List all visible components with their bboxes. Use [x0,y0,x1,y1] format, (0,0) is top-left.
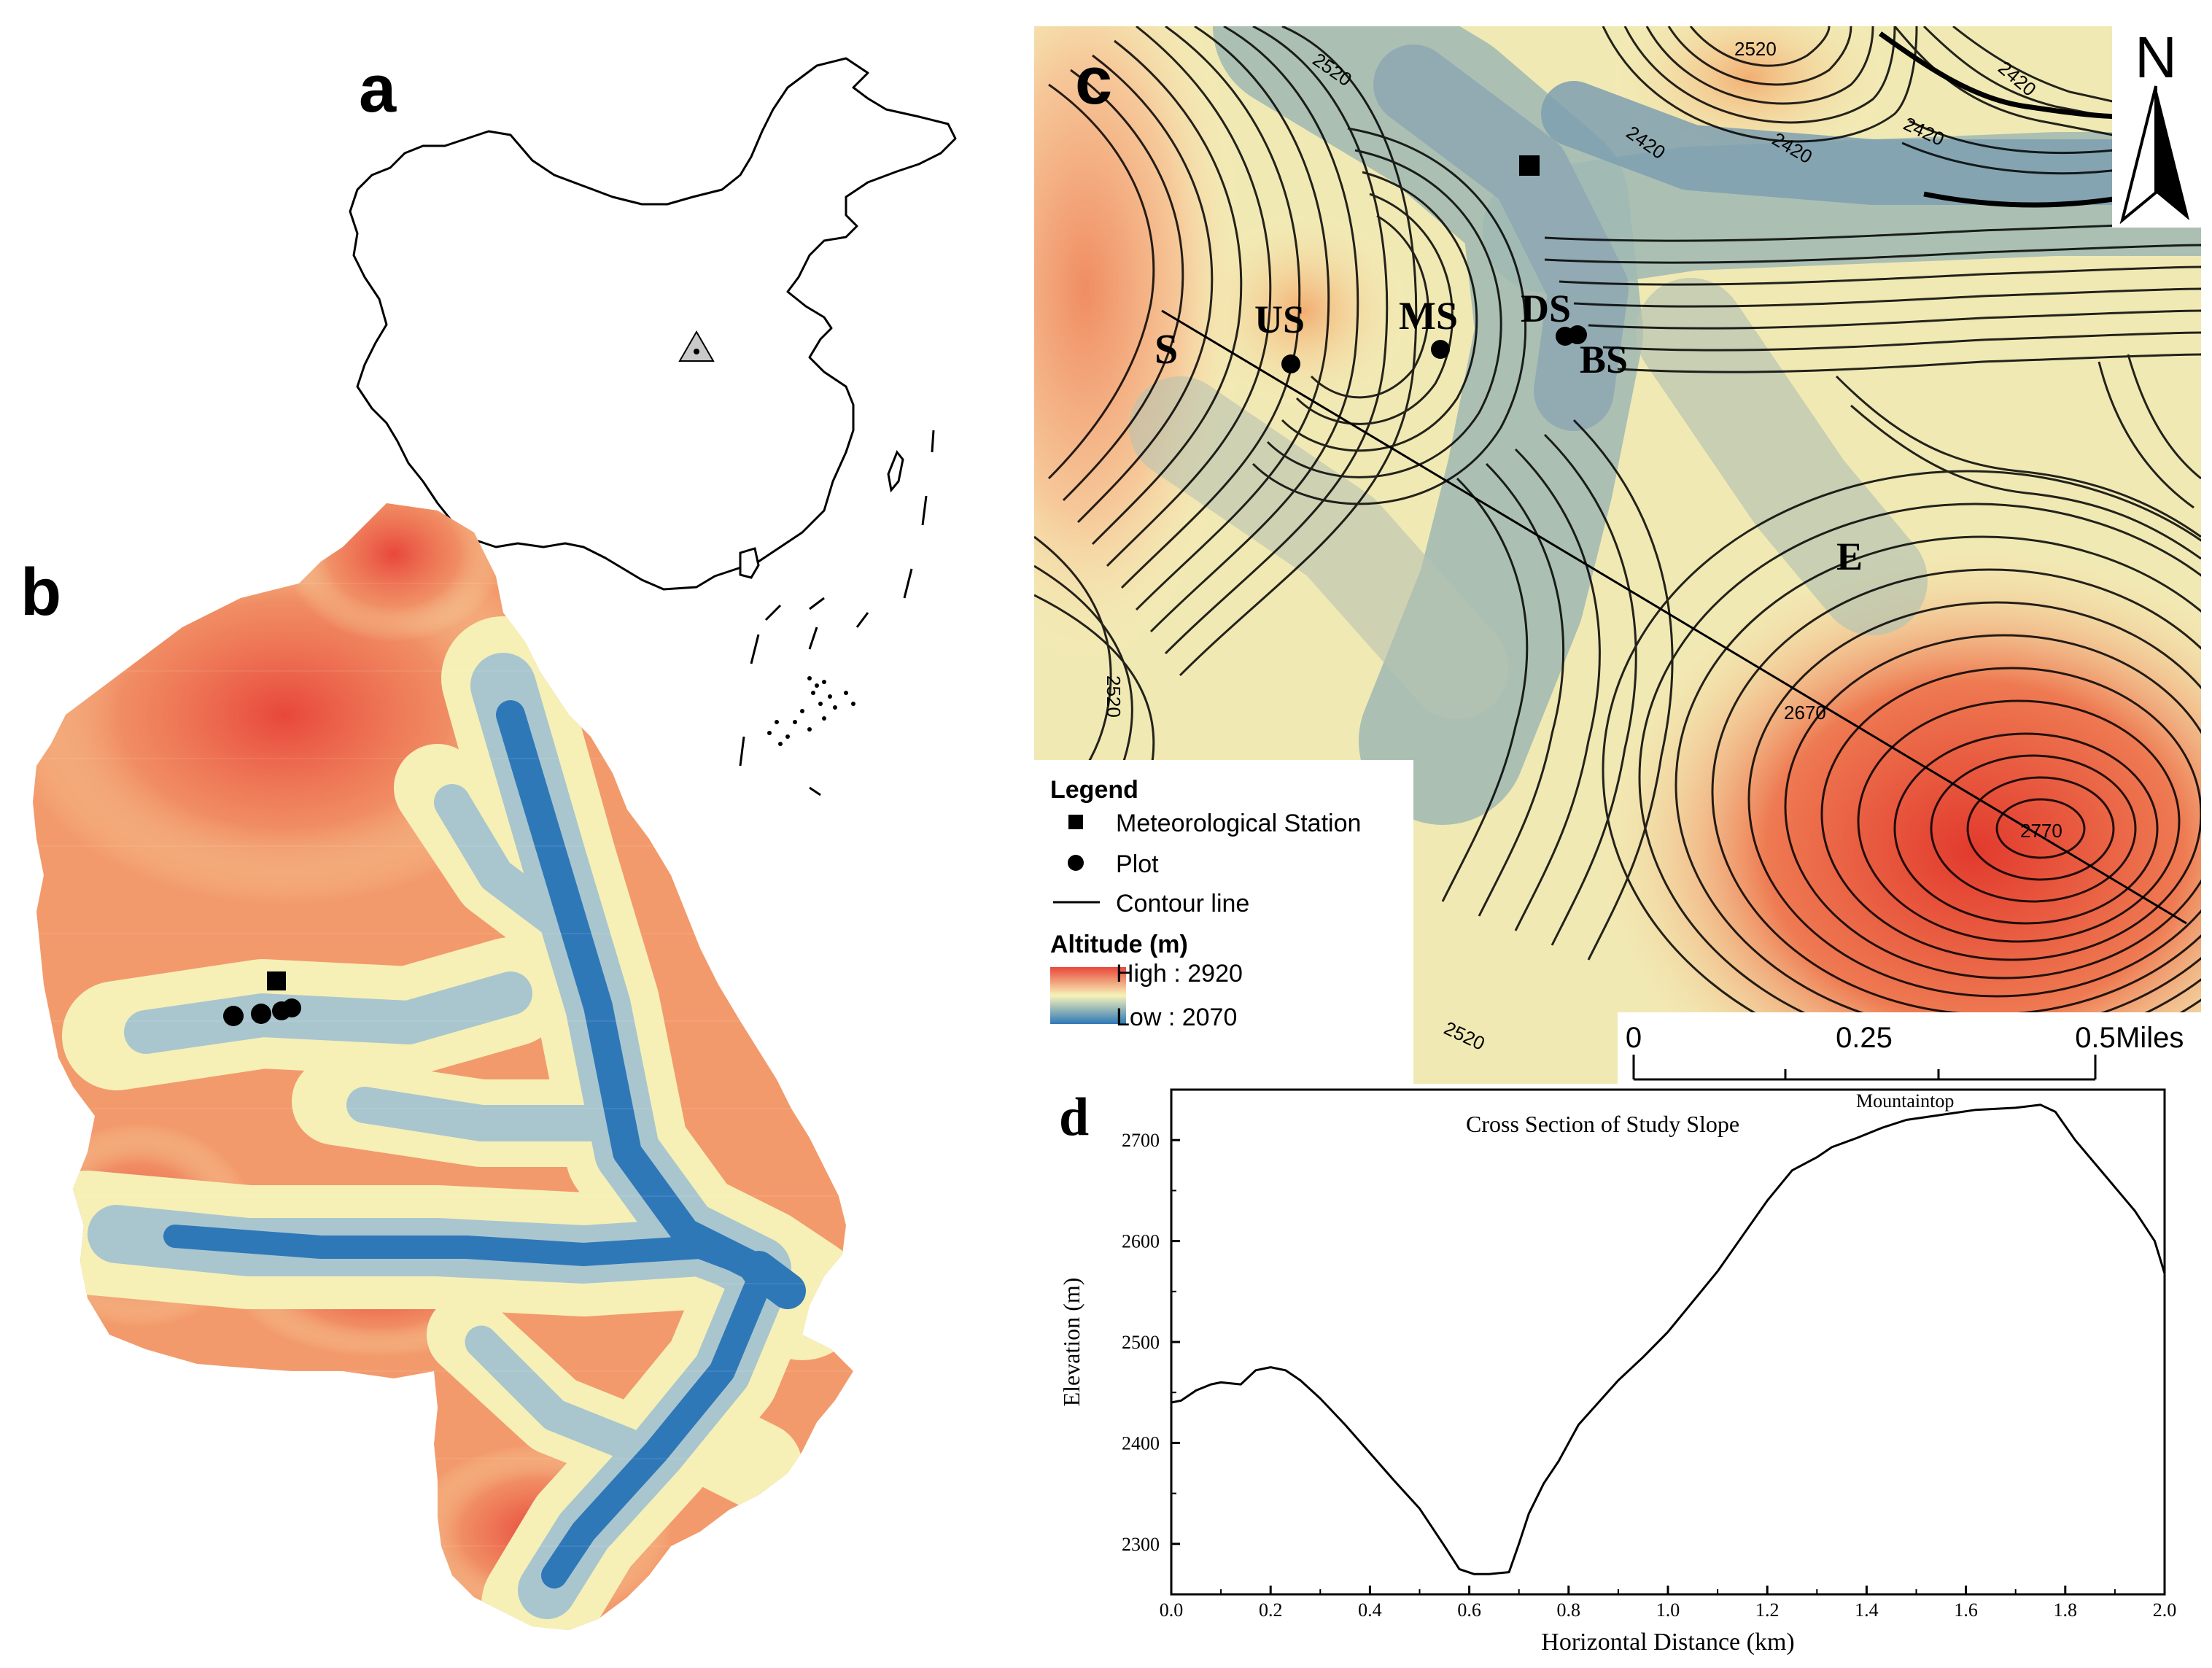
meteorological-station-marker [1519,155,1540,176]
legend-station-label: Meteorological Station [1116,810,1361,837]
plot-marker-ms [1431,340,1450,359]
panel-label-b: b [20,555,62,629]
country-outline [349,57,957,591]
plot-marker-us [1281,354,1300,373]
x-tick-label: 1.8 [2054,1599,2078,1621]
scalebar-unit: Miles [2116,1022,2184,1054]
panel-label-a: a [359,52,397,126]
point-label-e: E [1836,535,1863,578]
elevation-profile-line [1171,1103,2166,1575]
x-axis-label: Horizontal Distance (km) [1541,1629,1794,1656]
point-label-ms: MS [1399,294,1458,338]
scalebar-label-025: 0.25 [1836,1022,1893,1054]
y-tick-label: 2300 [1122,1534,1160,1555]
x-tick-label: 1.4 [1855,1599,1879,1621]
scalebar-label-05: 0.5 [2075,1022,2116,1054]
point-label-s: S [1154,325,1178,373]
x-tick-label: 0.6 [1457,1599,1481,1621]
x-tick-label: 1.6 [1954,1599,1978,1621]
mountaintop-annotation: Mountaintop [1856,1090,1954,1112]
scalebar-label-0: 0 [1626,1022,1642,1054]
plot-frame [1170,1088,2166,1596]
contour-map: 2520 2420 2420 2420 2420 2520 2670 2770 … [1034,26,2201,1084]
point-label-bs: BS [1580,338,1628,381]
legend-station-icon [1068,815,1083,829]
contour-label: 2520 [1734,38,1777,60]
x-tick-label: 1.2 [1755,1599,1780,1621]
legend-altitude-ramp [1050,967,1126,1024]
plot-marker-bs [1568,325,1587,344]
x-tick-label: 0.2 [1259,1599,1283,1621]
y-tick-label: 2700 [1122,1130,1160,1151]
plot-marker [251,1004,271,1024]
watershed-elevation-map [33,503,853,1630]
transect-line [1161,309,2187,925]
meteorological-station-marker [267,971,286,990]
y-tick-label: 2500 [1122,1332,1160,1353]
panel-label-c: c [1075,44,1112,118]
north-label: N [2135,26,2177,90]
x-tick-label: 0.4 [1358,1599,1382,1621]
y-tick-label: 2400 [1122,1432,1160,1454]
plot-marker [282,998,301,1017]
cross-section-chart: Cross Section of Study Slope Mountaintop… [1058,1088,2177,1656]
legend-plot-label: Plot [1116,850,1159,878]
legend-title: Legend [1050,776,1138,804]
x-tick-label: 0.8 [1557,1599,1581,1621]
contour-label: 2520 [1103,675,1125,718]
country-outline-map [349,57,957,796]
y-tick-label: 2600 [1122,1231,1160,1252]
plot-marker [223,1006,244,1026]
contour-label: 2770 [2020,820,2062,842]
legend-altitude-title: Altitude (m) [1050,931,1188,958]
north-arrow-icon [2156,86,2189,220]
x-tick-label: 1.0 [1656,1599,1680,1621]
island-outline [887,450,904,493]
y-axis-label: Elevation (m) [1058,1278,1084,1407]
contour-lines-east [1835,354,2201,560]
island-outline [739,547,760,579]
study-site-triangle-icon [678,330,715,362]
legend-low-label: Low : 2070 [1116,1004,1237,1031]
x-tick-label: 0.0 [1160,1599,1184,1621]
legend-box [1034,760,1413,1084]
island-dots [767,676,855,746]
chart-title: Cross Section of Study Slope [1466,1111,1739,1137]
x-tick-label: 2.0 [2153,1599,2177,1621]
contour-lines-center [1251,127,1674,961]
point-label-ds: DS [1521,287,1571,330]
legend-high-label: High : 2920 [1116,960,1243,988]
scalebar [1632,1055,2097,1081]
panel-label-d: d [1059,1087,1090,1147]
scalebar-box [1618,1012,2201,1084]
legend-plot-icon [1068,855,1084,871]
point-label-us: US [1254,298,1305,341]
contour-label: 2670 [1784,702,1826,724]
legend-contour-label: Contour line [1116,890,1249,918]
contour-lines-valley [1544,222,2201,373]
